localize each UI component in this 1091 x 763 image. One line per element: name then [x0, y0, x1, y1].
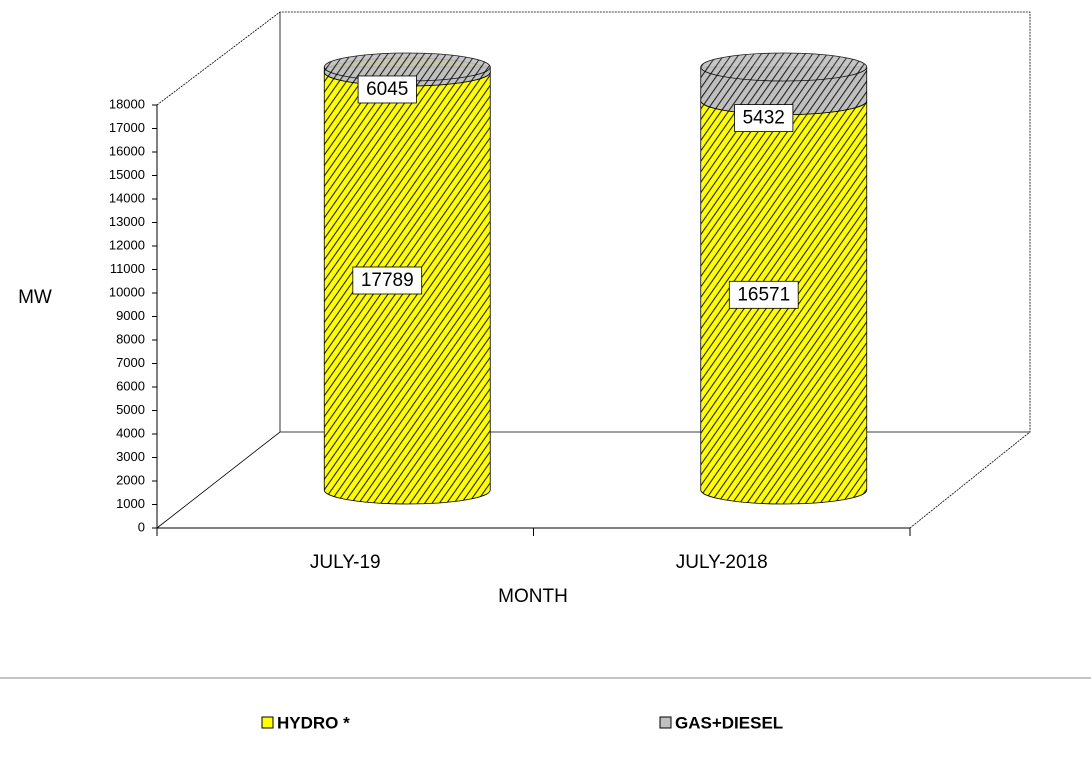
legend-swatch [261, 716, 274, 729]
data-label: 16571 [737, 284, 790, 305]
y-tick-label: 17000 [109, 120, 145, 135]
legend-swatch [659, 716, 672, 729]
y-tick-label: 4000 [116, 425, 145, 440]
data-label-box [357, 75, 417, 104]
y-tick-label: 8000 [116, 331, 145, 346]
segment-top [700, 52, 868, 82]
x-axis-title: MONTH [498, 586, 568, 607]
legend-label: GAS+DIESEL [675, 713, 783, 732]
data-label-box [734, 104, 794, 132]
data-label-box [352, 266, 423, 295]
y-tick-label: 6000 [116, 378, 145, 393]
data-label: 6045 [366, 79, 408, 100]
legend-label: HYDRO * [277, 713, 350, 732]
y-tick-label: 12000 [109, 237, 145, 252]
x-tick-label: JULY-2018 [676, 552, 768, 573]
y-tick-label: 16000 [109, 143, 145, 158]
y-tick-label: 3000 [116, 449, 145, 464]
data-label: 5432 [743, 108, 785, 129]
y-tick-label: 5000 [116, 402, 145, 417]
floor-edge [156, 431, 1030, 529]
y-tick-label: 0 [138, 519, 145, 534]
x-tick-label: JULY-19 [310, 552, 381, 573]
data-label-box [728, 280, 799, 309]
y-tick-label: 18000 [109, 96, 145, 111]
y-axis-title: MW [18, 287, 52, 308]
y-tick-label: 15000 [109, 167, 145, 182]
y-tick-label: 13000 [109, 214, 145, 229]
y-tick-label: 7000 [116, 355, 145, 370]
cylinder-segment [700, 52, 868, 115]
y-tick-label: 2000 [116, 472, 145, 487]
y-tick-label: 11000 [110, 261, 145, 276]
y-tick-label: 9000 [116, 308, 145, 323]
y-tick-label: 1000 [116, 496, 145, 511]
data-label: 17789 [361, 270, 414, 291]
y-tick-label: 10000 [109, 284, 145, 299]
y-tick-label: 14000 [109, 190, 145, 205]
plot-frame [156, 11, 1031, 529]
